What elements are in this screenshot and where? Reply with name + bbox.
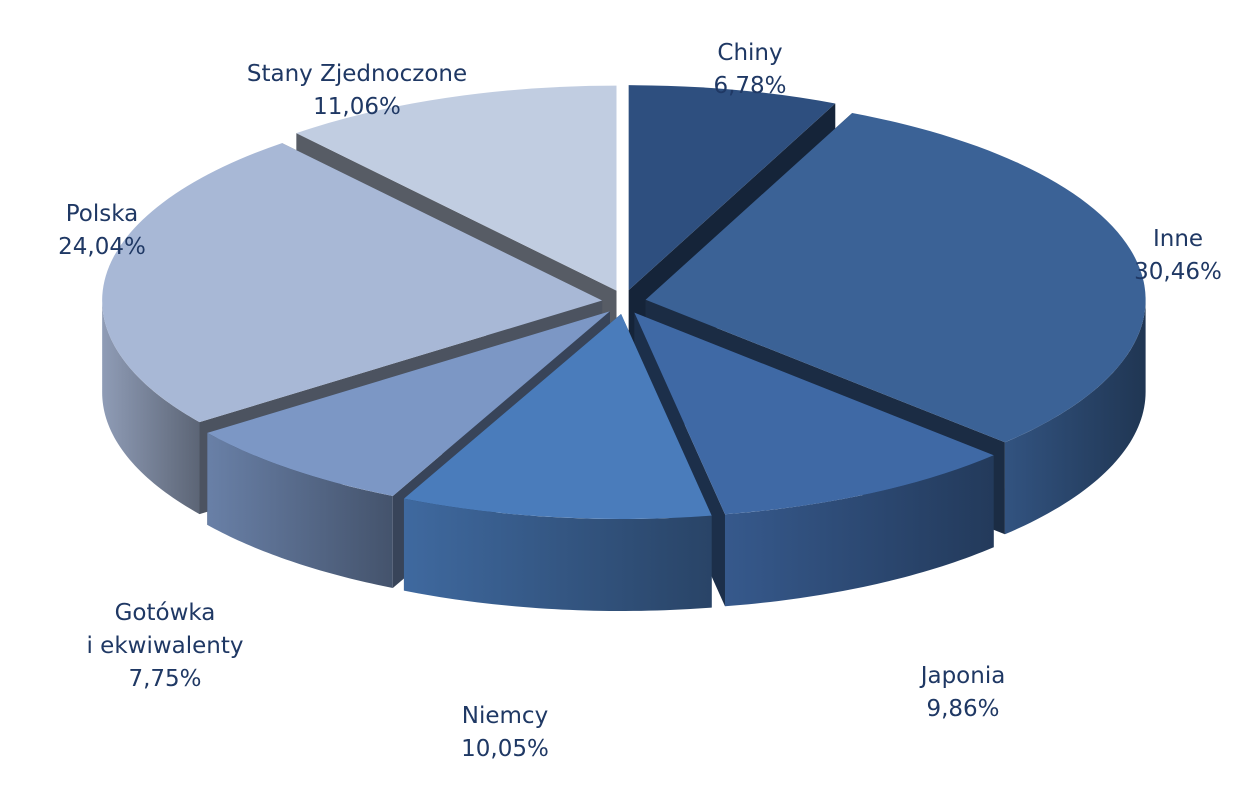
slice-name-label: Niemcy xyxy=(462,703,548,729)
slice-top xyxy=(207,311,610,496)
slice-label-4: Gotówka i ekwiwalenty 7,75% xyxy=(86,600,243,692)
pie-slice-3 xyxy=(403,313,712,611)
slice-name-label: Gotówka xyxy=(115,600,216,626)
slice-name-label: Japonia xyxy=(919,663,1006,689)
slice-top xyxy=(296,85,617,291)
slice-side xyxy=(207,432,393,588)
slice-label-2: Japonia 9,86% xyxy=(919,663,1006,722)
slice-label-3: Niemcy 10,05% xyxy=(461,703,549,762)
slice-value-label: 11,06% xyxy=(313,94,401,120)
slice-side xyxy=(1004,299,1146,535)
slice-side xyxy=(102,300,200,515)
slice-name-label: Chiny xyxy=(717,40,782,66)
slice-labels: Chiny 6,78% Inne 30,46% Japonia 9,86% Niemcy 10… xyxy=(58,40,1222,762)
slice-top xyxy=(102,143,603,423)
slice-label-0: Chiny 6,78% xyxy=(713,40,786,99)
slice-name-label: Inne xyxy=(1153,226,1203,252)
slice-label-6: Stany Zjednoczone 11,06% xyxy=(247,61,467,120)
slice-value-label: 10,05% xyxy=(461,736,549,762)
slice-name-label: Stany Zjednoczone xyxy=(247,61,467,87)
slice-value-label: 6,78% xyxy=(713,73,786,99)
slice-name-label: i ekwiwalenty xyxy=(86,633,243,659)
slice-side xyxy=(724,455,994,607)
slice-value-label: 9,86% xyxy=(926,696,999,722)
slice-top xyxy=(403,313,712,519)
slice-value-label: 24,04% xyxy=(58,234,146,260)
slice-value-label: 30,46% xyxy=(1134,259,1222,285)
pie-slices xyxy=(102,85,1146,611)
slice-top xyxy=(645,113,1146,443)
slice-name-label: Polska xyxy=(66,201,139,227)
slice-top xyxy=(628,85,836,291)
slice-label-1: Inne 30,46% xyxy=(1134,226,1222,285)
slice-label-5: Polska 24,04% xyxy=(58,201,146,260)
slice-side xyxy=(403,498,712,611)
slice-top xyxy=(634,312,994,515)
slice-value-label: 7,75% xyxy=(128,666,201,692)
